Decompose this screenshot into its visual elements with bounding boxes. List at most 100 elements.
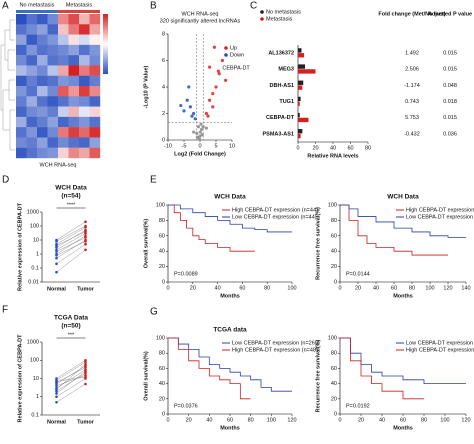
bar	[298, 48, 302, 53]
x-tick-label: 120	[461, 417, 470, 423]
heatmap-cell	[26, 127, 38, 138]
adjusted-p: 0.036	[443, 131, 457, 137]
heatmap-cell	[68, 106, 80, 118]
heatmap-cell	[79, 24, 90, 35]
x-tick-label: 80	[365, 145, 371, 151]
heatmap-cell	[58, 96, 69, 107]
heatmap-cell	[89, 65, 101, 76]
point	[84, 375, 87, 379]
chart-title: WCH Data	[55, 185, 87, 192]
x-tick-label: 100	[440, 417, 449, 423]
legend-label: Low CEBPA-DT expression (n=269)	[232, 340, 320, 346]
x-tick-label: 140	[461, 285, 470, 291]
group-bar	[58, 10, 100, 13]
heatmap-cell	[37, 55, 48, 66]
legend-label: Low CEBPA-DT expression (n=269)	[406, 340, 474, 346]
legend-label: Up	[230, 45, 237, 51]
heatmap-cell	[37, 137, 48, 148]
point	[84, 366, 87, 369]
legend-label: No metastasis	[266, 9, 301, 15]
heatmap-cell	[26, 75, 38, 87]
y-tick-label: 40	[159, 249, 165, 255]
point	[187, 85, 191, 89]
bar	[298, 64, 305, 69]
legend-label: Down	[230, 52, 244, 58]
y-axis-label: Recurrence free survival(%)	[315, 339, 321, 412]
x-axis-label: Log2 (Fold Change)	[174, 151, 226, 157]
x-tick-label: 80	[409, 285, 415, 291]
x-tick-label: 0	[296, 145, 299, 151]
chart-subtitle: (n=50)	[61, 323, 80, 330]
y-tick-label: 10	[33, 376, 39, 382]
x-tick-label: 80	[264, 285, 270, 291]
pair-line	[56, 367, 86, 383]
x-axis-label: Months	[220, 293, 240, 299]
pair-line	[56, 231, 86, 246]
heatmap-cell	[47, 55, 59, 66]
p-value: P=0.0089	[174, 271, 198, 277]
x-tick-label: 100	[425, 285, 434, 291]
heatmap-cell	[26, 116, 38, 128]
heatmap-cell	[26, 65, 38, 76]
x-tick-label: Normal	[47, 286, 66, 292]
heatmap-cell	[68, 96, 80, 107]
heatmap-cell	[47, 137, 59, 148]
point	[192, 130, 196, 134]
pair-line	[56, 233, 86, 250]
y-tick-label: 60	[159, 233, 165, 239]
heatmap-cell	[58, 86, 69, 97]
heatmap-cell	[16, 55, 27, 66]
heatmap-cell	[79, 86, 90, 97]
category-label: TUG1	[279, 99, 294, 105]
panel-letter: B	[150, 1, 157, 12]
heatmap-cell	[89, 86, 101, 97]
x-tick-label: 60	[227, 417, 233, 423]
pair-line	[56, 378, 86, 397]
heatmap-cell	[16, 65, 27, 76]
y-tick-label: 4	[162, 84, 165, 90]
x-tick-label: 60	[400, 417, 406, 423]
heatmap-cell	[89, 127, 101, 138]
point	[55, 262, 58, 266]
pair-line	[56, 360, 86, 379]
y-axis-label: Relative expression of CEBPA-DT	[17, 202, 23, 291]
dendrogram	[0, 19, 15, 151]
heatmap-cell	[47, 116, 59, 128]
x-tick-label: 0	[198, 143, 201, 149]
fold-change: 1.492	[405, 51, 419, 57]
y-tick-label: 8	[162, 31, 165, 37]
heatmap-cell	[37, 14, 48, 25]
heatmap-cell	[79, 14, 90, 25]
group-label: Metastasis	[66, 2, 93, 8]
pair-line	[56, 239, 86, 259]
legend-label: High CEBPA-DT expression (n=37)	[406, 347, 474, 353]
survival-curve	[168, 204, 292, 233]
x-tick-label: 10	[229, 143, 235, 149]
heatmap-cell	[89, 75, 101, 87]
x-tick-label: 0	[166, 285, 169, 291]
y-tick-label: 0.1	[31, 412, 39, 418]
heatmap-cell	[16, 147, 27, 159]
fold-change: 5.753	[405, 115, 419, 121]
x-tick-label: 60	[239, 285, 245, 291]
x-tick-label: 0	[166, 417, 169, 423]
x-tick-label: 20	[355, 285, 361, 291]
color-bar	[103, 14, 108, 74]
pair-line	[56, 237, 86, 252]
heatmap-cell	[79, 55, 90, 66]
fold-change: 2.506	[405, 67, 419, 73]
point	[200, 133, 204, 137]
point	[198, 130, 202, 134]
heatmap-cell	[68, 14, 80, 25]
y-tick-label: 1	[36, 394, 39, 400]
x-tick-label: 120	[287, 417, 296, 423]
heatmap-cell	[58, 147, 69, 159]
group-label: No metastasis	[20, 2, 55, 8]
point	[200, 127, 204, 131]
group-bar	[16, 10, 58, 13]
heatmap-cell	[26, 86, 38, 97]
bar	[298, 117, 309, 123]
heatmap-cell	[58, 34, 69, 46]
point	[201, 125, 205, 129]
